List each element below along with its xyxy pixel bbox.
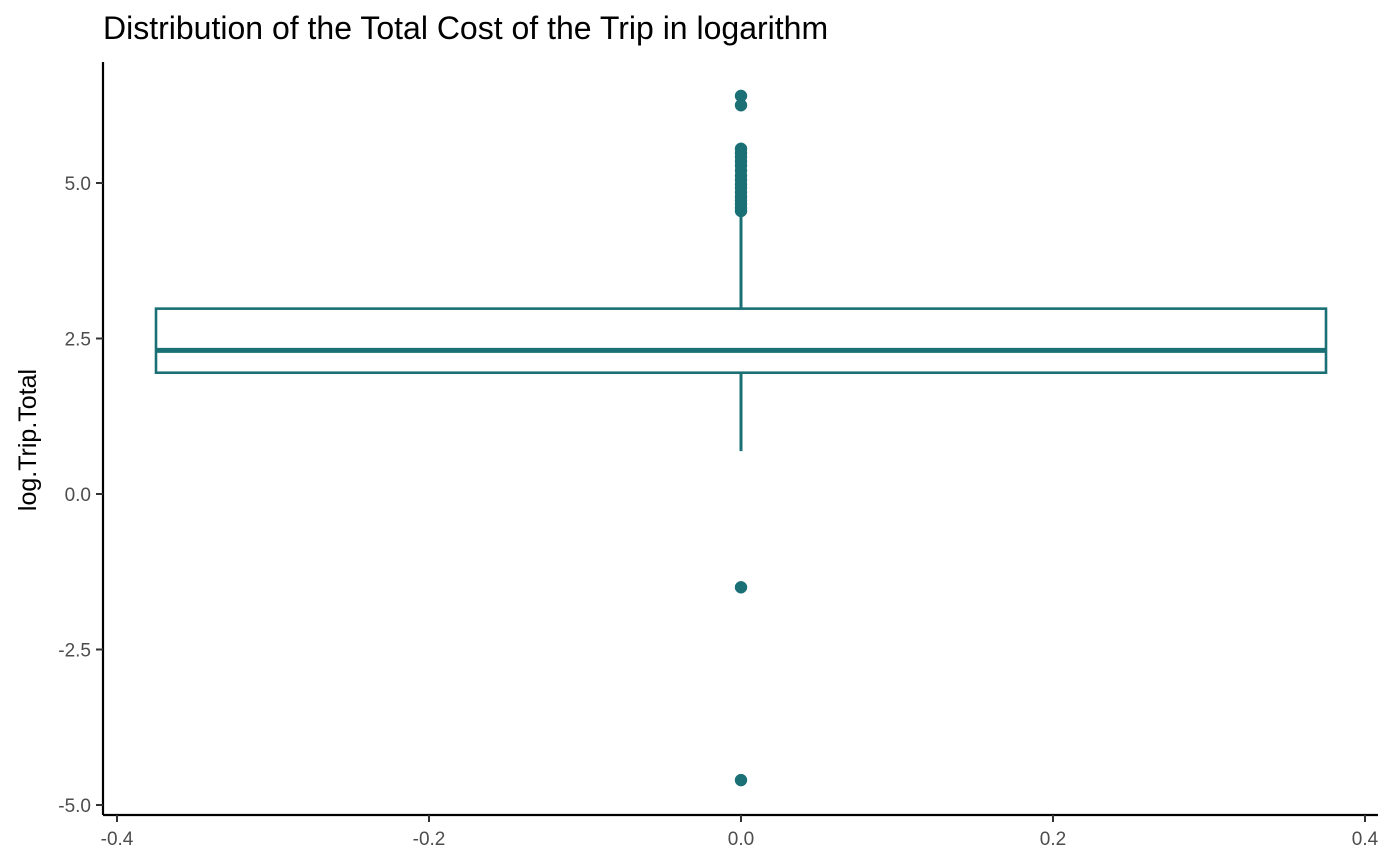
- outlier-point: [734, 773, 748, 787]
- y-tick-label: -2.5: [58, 641, 91, 662]
- y-tick-label: 5.0: [65, 174, 91, 195]
- y-tick-label: 0.0: [65, 485, 91, 506]
- x-tick-label: 0.0: [728, 829, 754, 850]
- y-tick-label: -5.0: [58, 796, 91, 817]
- plot-area: [154, 89, 1328, 787]
- x-tick-label: 0.4: [1352, 829, 1379, 850]
- x-axis: -0.4 -0.2 0.0 0.2 0.4: [101, 813, 1379, 850]
- outlier-point: [734, 581, 748, 594]
- x-tick-label: -0.4: [101, 829, 134, 850]
- y-tick-label: 2.5: [65, 330, 91, 351]
- chart-title: Distribution of the Total Cost of the Tr…: [103, 10, 828, 46]
- outlier-point: [734, 204, 748, 218]
- x-tick-label: -0.2: [413, 829, 446, 850]
- outlier-point: [734, 99, 748, 112]
- x-tick-label: 0.2: [1040, 829, 1066, 850]
- iqr-box: [154, 307, 1328, 375]
- y-axis: -5.0 -2.5 0.0 2.5 5.0: [58, 62, 105, 817]
- y-axis-label: log.Trip.Total: [14, 369, 42, 511]
